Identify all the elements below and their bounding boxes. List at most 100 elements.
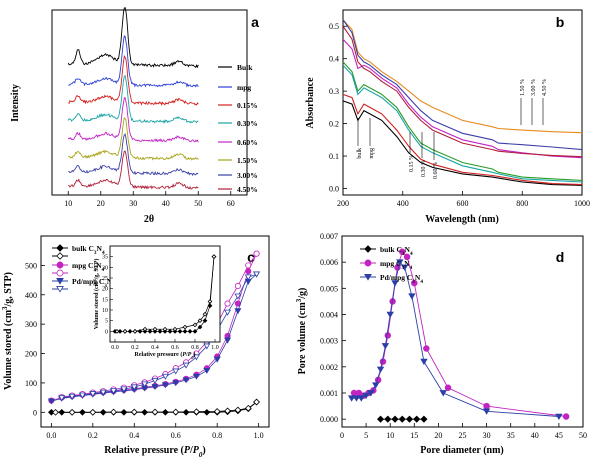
legend-entry-part: N bbox=[97, 244, 103, 253]
adsorption-point bbox=[79, 408, 86, 416]
inset-y-tick-label: 25 bbox=[102, 276, 108, 282]
x-axis-title-part: Relative pressure ( bbox=[104, 445, 184, 456]
legend-entry-part: 3 bbox=[104, 283, 107, 289]
x-tick-label: 30 bbox=[129, 199, 137, 208]
y-axis-title: Pore volume (cm3/g) bbox=[295, 288, 308, 375]
y-axis-title: Absorbance bbox=[305, 77, 316, 129]
data-point bbox=[352, 395, 361, 402]
inset-y-axis-title: Volume stored (cm3/g, STP) bbox=[92, 259, 101, 330]
plot-frame bbox=[341, 235, 584, 428]
inset-desorption-point bbox=[162, 326, 168, 332]
panel-d: 0 5 10 15 20 25 30 35 40 45 50 0.000 0.001 0.002 0.003… bbox=[295, 232, 587, 456]
series-line bbox=[68, 35, 199, 88]
x-axis-title: 2θ bbox=[144, 214, 154, 225]
y-tick-label: 0.4 bbox=[329, 55, 339, 64]
x-tick-label: 40 bbox=[531, 431, 539, 440]
x-tick-label: 0.6 bbox=[171, 431, 181, 440]
adsorption-point bbox=[99, 408, 107, 416]
y-tick-label: 0.0 bbox=[329, 185, 339, 194]
inset-adsorption-point bbox=[167, 328, 173, 334]
legend-entry: Bulk bbox=[237, 63, 253, 72]
y-tick-label: 0.5 bbox=[329, 22, 339, 31]
inset-x-axis-title-part: P bbox=[188, 352, 192, 358]
inset-y-tick-label: 0 bbox=[105, 329, 108, 335]
inset-x-axis-title-part: P bbox=[182, 352, 186, 358]
panel-label: c bbox=[247, 249, 255, 265]
data-point bbox=[405, 415, 414, 423]
legend-entry: 0.30% bbox=[237, 119, 258, 128]
inset-desorption-point bbox=[182, 324, 188, 330]
adsorption-point bbox=[213, 356, 221, 363]
annotation-label: 3.00 % bbox=[531, 79, 537, 96]
desorption-point bbox=[89, 408, 97, 416]
plot-frame bbox=[40, 235, 270, 428]
data-point bbox=[357, 395, 365, 402]
inset-desorption-point bbox=[211, 254, 217, 260]
legend-glyph-filled-marker bbox=[56, 278, 64, 285]
y-axis-title-part: Pore volume (cm bbox=[297, 302, 308, 375]
annotation-label: bulk bbox=[357, 148, 363, 159]
inset-desorption-point bbox=[207, 299, 213, 304]
inset-desorption-point bbox=[142, 326, 148, 332]
panel-a: 10 20 30 40 50 60 2θ Intensity a Bulk mpg 0.15% 0.30… bbox=[10, 7, 259, 225]
legend-entry: 1.50% bbox=[237, 156, 258, 165]
y-tick-label: 200 bbox=[25, 350, 37, 359]
legend-entry-part: 3 bbox=[401, 265, 404, 271]
desorption-point bbox=[141, 381, 149, 388]
series-line bbox=[342, 64, 583, 183]
adsorption-point bbox=[234, 308, 242, 315]
inset-desorption-point bbox=[132, 328, 138, 334]
inset-desorption-point bbox=[172, 326, 178, 332]
y-tick-label: 0.001 bbox=[320, 389, 338, 398]
inset-x-axis-title-part: / bbox=[185, 352, 188, 358]
x-axis-title-part: 0 bbox=[199, 451, 203, 459]
desorption-point bbox=[161, 373, 169, 380]
desorption-point bbox=[253, 271, 261, 278]
series-line bbox=[68, 55, 199, 107]
series-line bbox=[68, 116, 199, 161]
desorption-point bbox=[130, 384, 138, 391]
legend-glyph-marker bbox=[364, 259, 372, 267]
x-axis-title-part: P bbox=[193, 445, 200, 456]
inset-adsorption-point bbox=[137, 328, 143, 334]
inset-y-tick-label: 15 bbox=[102, 297, 108, 303]
desorption-point bbox=[182, 362, 190, 369]
y-tick-label: 0.2 bbox=[329, 120, 339, 129]
desorption-point bbox=[110, 408, 117, 416]
desorption-point bbox=[130, 408, 138, 416]
x-tick-label: 10 bbox=[386, 431, 394, 440]
adsorption-point bbox=[161, 382, 169, 389]
x-tick-label: 5 bbox=[364, 431, 368, 440]
y-tick-label: 0.004 bbox=[320, 310, 338, 319]
y-tick-label: 0 bbox=[33, 408, 37, 417]
legend-entry: Pd/mpg C3N4 bbox=[380, 273, 423, 285]
desorption-point bbox=[151, 408, 159, 416]
inset-x-tick-label: 1.0 bbox=[211, 345, 219, 351]
desorption-point bbox=[224, 300, 231, 307]
inset-desorption-point bbox=[152, 326, 158, 332]
y-tick-label: 0.003 bbox=[320, 337, 338, 346]
adsorption-point bbox=[203, 367, 211, 374]
y-axis-title-part: Volume stored (cm bbox=[3, 309, 14, 390]
inset-y-tick-label: 10 bbox=[102, 308, 108, 314]
y-axis-title-part: /g) bbox=[297, 288, 308, 300]
adsorption-point bbox=[161, 408, 169, 416]
inset-y-axis-title-part: 3 bbox=[92, 279, 97, 281]
panel-label: b bbox=[556, 14, 565, 30]
adsorption-point bbox=[192, 373, 200, 380]
legend-entry-part: 3 bbox=[412, 279, 415, 285]
legend-entry-part: Pd/mpg C bbox=[380, 273, 412, 282]
inset-adsorption-point bbox=[127, 328, 133, 334]
annotation-label: 4.50 % bbox=[542, 79, 548, 96]
x-axis-title-part: ) bbox=[202, 445, 205, 456]
x-tick-label: 400 bbox=[397, 199, 409, 208]
inset-adsorption-point bbox=[197, 324, 203, 330]
data-point bbox=[376, 415, 385, 423]
series-line bbox=[342, 38, 583, 159]
desorption-point bbox=[224, 407, 231, 415]
adsorption-point bbox=[203, 408, 211, 416]
data-point bbox=[411, 279, 418, 287]
series-line bbox=[342, 93, 583, 186]
data-point bbox=[386, 311, 394, 318]
